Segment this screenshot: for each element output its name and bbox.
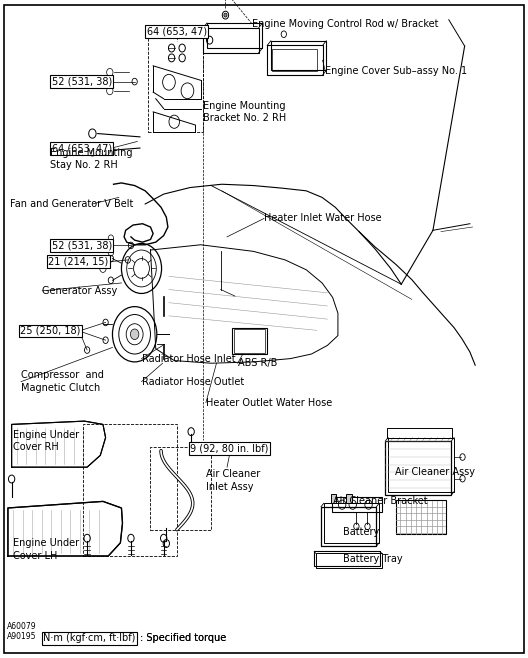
Bar: [332, 497, 382, 512]
Polygon shape: [12, 421, 106, 467]
Text: Air Cleaner Bracket: Air Cleaner Bracket: [333, 496, 427, 507]
Bar: [232, 328, 267, 354]
Bar: [272, 49, 317, 71]
Bar: [331, 494, 336, 503]
Bar: [314, 551, 380, 566]
Bar: [271, 41, 326, 70]
Text: Radiator Hose Inlet: Radiator Hose Inlet: [142, 353, 235, 364]
Text: Battery: Battery: [343, 526, 380, 537]
Bar: [207, 23, 262, 48]
Text: 52 (531, 38): 52 (531, 38): [52, 76, 112, 87]
Text: Engine Moving Control Rod w/ Bracket: Engine Moving Control Rod w/ Bracket: [252, 19, 439, 30]
Text: Compressor  and
Magnetic Clutch: Compressor and Magnetic Clutch: [21, 370, 104, 393]
Text: Engine Mounting
Bracket No. 2 RH: Engine Mounting Bracket No. 2 RH: [203, 101, 287, 123]
Text: Radiator Hose Outlet: Radiator Hose Outlet: [142, 376, 244, 387]
Text: Heater Inlet Water Hose: Heater Inlet Water Hose: [264, 213, 382, 224]
Bar: [267, 45, 323, 75]
Text: Air Cleaner Assy: Air Cleaner Assy: [395, 467, 475, 478]
Bar: [321, 507, 376, 546]
Polygon shape: [8, 501, 122, 556]
Text: Engine Under
Cover RH: Engine Under Cover RH: [13, 430, 79, 452]
Circle shape: [224, 13, 227, 17]
Text: : Specified torque: : Specified torque: [140, 633, 226, 644]
Text: 64 (653, 47): 64 (653, 47): [147, 26, 207, 37]
Bar: [324, 503, 379, 543]
Text: N·m (kgf·cm, ft·lbf): N·m (kgf·cm, ft·lbf): [43, 633, 136, 644]
Bar: [83, 424, 177, 556]
Bar: [203, 28, 259, 53]
Bar: [346, 494, 352, 503]
Text: 52 (531, 38): 52 (531, 38): [52, 240, 112, 251]
Bar: [385, 441, 451, 495]
Text: 21 (214, 15): 21 (214, 15): [48, 257, 108, 267]
Text: Generator Assy: Generator Assy: [42, 286, 118, 296]
Circle shape: [130, 329, 139, 340]
Text: Engine Cover Sub–assy No. 1: Engine Cover Sub–assy No. 1: [325, 66, 467, 76]
Text: Engine Mounting
Stay No. 2 RH: Engine Mounting Stay No. 2 RH: [50, 148, 133, 170]
Text: A60079
A90195: A60079 A90195: [7, 622, 36, 642]
Text: ABS R/B: ABS R/B: [238, 358, 277, 368]
Bar: [396, 500, 446, 534]
Text: : Specified torque: : Specified torque: [140, 633, 226, 644]
Text: 64 (653, 47): 64 (653, 47): [52, 143, 112, 153]
Text: 9 (92, 80 in. lbf): 9 (92, 80 in. lbf): [191, 443, 269, 454]
Text: 25 (250, 18): 25 (250, 18): [20, 326, 80, 336]
Text: Air Cleaner
Inlet Assy: Air Cleaner Inlet Assy: [206, 469, 260, 492]
Text: Engine Under
Cover LH: Engine Under Cover LH: [13, 538, 79, 561]
Text: Heater Outlet Water Hose: Heater Outlet Water Hose: [206, 397, 332, 408]
Bar: [234, 329, 265, 353]
Text: Battery Tray: Battery Tray: [343, 554, 403, 565]
Bar: [388, 438, 454, 492]
Bar: [150, 447, 211, 530]
Bar: [316, 553, 382, 568]
Bar: [148, 34, 203, 132]
Text: Fan and Generator V Belt: Fan and Generator V Belt: [10, 199, 133, 209]
Bar: [387, 428, 452, 438]
